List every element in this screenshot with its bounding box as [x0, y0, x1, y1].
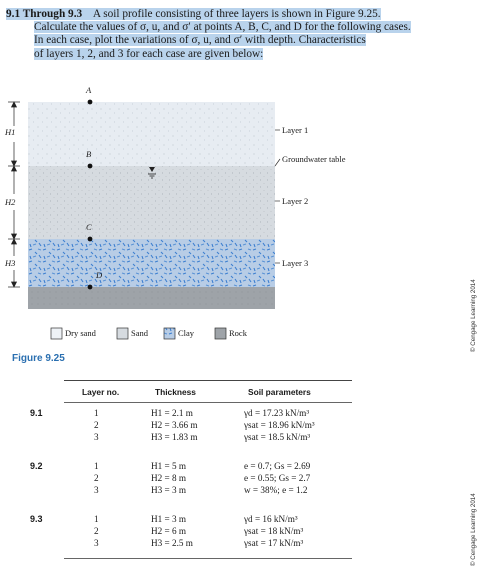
problem-statement: 9.1 Through 9.3 A soil profile consistin… — [6, 8, 488, 61]
layer-number-cell: 2 — [94, 473, 99, 483]
legend-sand: Sand — [131, 328, 148, 338]
legend-swatches — [50, 327, 227, 340]
layer-3-clay — [28, 239, 275, 287]
legend-dry-sand: Dry sand — [65, 328, 96, 338]
point-label-b: B — [86, 149, 92, 159]
legend-clay: Clay — [178, 328, 195, 338]
layer-number-cell: 2 — [94, 526, 99, 536]
table-top-rule — [64, 380, 352, 382]
groundwater-table-label: Groundwater table — [282, 154, 346, 164]
point-markers — [87, 99, 93, 290]
layer-number-cell: 1 — [94, 408, 99, 418]
problem-number: 9.1 Through 9.3 — [6, 8, 83, 20]
thickness-cell: H2 = 3.66 m — [151, 420, 198, 430]
statement-line-3: In each case, plot the variations of σ, … — [34, 34, 366, 47]
case-number: 9.1 — [30, 408, 43, 418]
figure-credit: © Cengage Learning 2014 — [470, 279, 477, 352]
layer-number-cell: 1 — [94, 461, 99, 471]
case-number: 9.2 — [30, 461, 43, 471]
thickness-cell: H1 = 3 m — [151, 514, 187, 524]
soil-parameters-cell: w = 38%; e = 1.2 — [244, 485, 308, 495]
header-soil-parameters: Soil parameters — [248, 387, 311, 397]
height-dimension-arrows — [8, 101, 20, 288]
soil-parameters-cell: γsat = 17 kN/m³ — [244, 538, 304, 548]
layer-1-label: Layer 1 — [282, 125, 309, 135]
rock-base — [28, 287, 275, 309]
header-thickness: Thickness — [155, 387, 196, 397]
layer-3-label: Layer 3 — [282, 258, 309, 268]
statement-line-4: of layers 1, 2, and 3 for each case are … — [34, 47, 264, 60]
thickness-cell: H3 = 3 m — [151, 485, 187, 495]
height-label-h1: H1 — [5, 127, 16, 137]
height-label-h3: H3 — [5, 258, 16, 268]
groundwater-table-symbol — [148, 167, 156, 179]
layer-number-cell: 3 — [94, 432, 99, 442]
thickness-cell: H1 = 2.1 m — [151, 408, 193, 418]
table-header-rule — [64, 402, 352, 403]
thickness-cell: H3 = 1.83 m — [151, 432, 198, 442]
statement-line-2: Calculate the values of σ, u, and σ′ at … — [34, 21, 411, 34]
layer-number-cell: 3 — [94, 538, 99, 548]
table-credit: © Cengage Learning 2014 — [470, 493, 477, 566]
soil-profile-figure — [8, 99, 281, 340]
layer-number-cell: 2 — [94, 420, 99, 430]
soil-parameters-cell: γsat = 18.96 kN/m³ — [244, 420, 315, 430]
thickness-cell: H2 = 8 m — [151, 473, 187, 483]
statement-line-1: A soil profile consisting of three layer… — [92, 8, 381, 20]
table-bottom-rule — [64, 558, 352, 559]
height-label-h2: H2 — [5, 197, 16, 207]
soil-parameters-cell: γsat = 18.5 kN/m³ — [244, 432, 311, 442]
soil-parameters-cell: γd = 16 kN/m³ — [244, 514, 298, 524]
thickness-cell: H3 = 2.5 m — [151, 538, 193, 548]
point-label-a: A — [86, 85, 92, 95]
layer-number-cell: 1 — [94, 514, 99, 524]
thickness-cell: H2 = 6 m — [151, 526, 187, 536]
soil-parameters-cell: γd = 17.23 kN/m³ — [244, 408, 310, 418]
thickness-cell: H1 = 5 m — [151, 461, 187, 471]
point-label-c: C — [86, 222, 92, 232]
point-label-d: D — [96, 270, 103, 280]
layer-2-label: Layer 2 — [282, 196, 309, 206]
figure-caption: Figure 9.25 — [12, 353, 65, 364]
soil-parameters-cell: γsat = 18 kN/m³ — [244, 526, 304, 536]
header-layer-no: Layer no. — [82, 387, 120, 397]
soil-parameters-cell: e = 0.7; Gs = 2.69 — [244, 461, 311, 471]
legend-rock: Rock — [229, 328, 247, 338]
layer-number-cell: 3 — [94, 485, 99, 495]
soil-parameters-cell: e = 0.55; Gs = 2.7 — [244, 473, 311, 483]
case-number: 9.3 — [30, 514, 43, 524]
